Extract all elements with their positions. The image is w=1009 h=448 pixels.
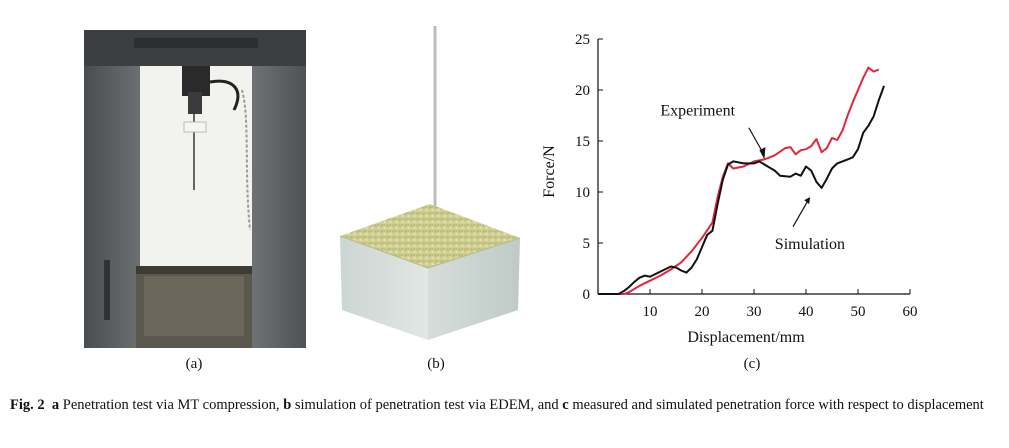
series-line-simulation [598, 85, 885, 295]
y-tick-label: 0 [583, 287, 591, 303]
y-tick-label: 20 [575, 83, 590, 99]
x-tick-label: 20 [695, 304, 710, 320]
caption-key-b: b [283, 397, 292, 413]
edem-simulation-render [339, 26, 521, 340]
annotation-simulation-arrowhead [804, 197, 811, 205]
caption-fig-label: Fig. 2 [10, 397, 45, 413]
force-displacement-chart: 0 5 10 15 20 25 10 20 30 40 50 60 Displacement/mm For… [541, 32, 918, 346]
figure-caption: Fig. 2 a Penetration test via MT compres… [10, 396, 1000, 415]
annotation-experiment: Experiment [660, 103, 735, 120]
annotation-experiment-arrowhead [759, 147, 766, 160]
x-tick-label: 60 [903, 304, 918, 320]
panel-b-label: (b) [427, 356, 445, 372]
y-tick-label: 10 [575, 185, 590, 201]
caption-key-c: c [562, 397, 569, 413]
x-tick-label: 10 [643, 304, 658, 320]
panel-c-chart: 0 5 10 15 20 25 10 20 30 40 50 60 Displacement/mm For… [530, 14, 940, 354]
caption-text-a: Penetration test via MT compression, [59, 397, 284, 413]
caption-text-b: simulation of penetration test via EDEM,… [291, 397, 563, 413]
annotation-simulation-arrow [792, 201, 808, 227]
panel-a-label: (a) [185, 356, 203, 372]
y-tick-label: 5 [583, 236, 591, 252]
panel-b-render [332, 20, 542, 350]
test-machine-photo [84, 30, 306, 348]
y-tick-label: 15 [575, 134, 590, 150]
caption-text-c: measured and simulated penetration force… [568, 397, 984, 413]
x-tick-label: 30 [747, 304, 762, 320]
panel-c-label: (c) [743, 356, 761, 372]
y-tick-label: 25 [575, 32, 590, 48]
x-tick-label: 50 [851, 304, 866, 320]
panel-a-photo [84, 30, 306, 348]
series-line-experiment [598, 66, 880, 295]
x-axis-label: Displacement/mm [687, 329, 805, 346]
annotation-simulation: Simulation [775, 236, 845, 253]
x-tick-label: 40 [799, 304, 814, 320]
caption-key-a: a [51, 397, 60, 413]
y-axis-label: Force/N [541, 145, 558, 198]
